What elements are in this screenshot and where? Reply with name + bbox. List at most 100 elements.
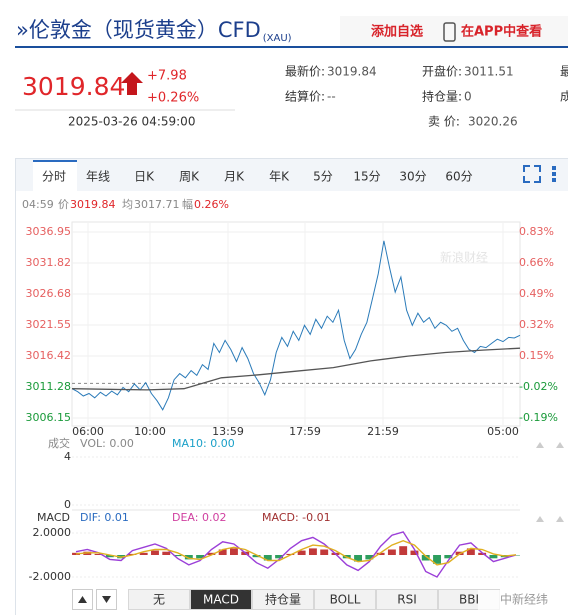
indicator-tab[interactable]: BBI (459, 593, 479, 607)
x-tick-label: 21:59 (367, 425, 399, 438)
y-tick-label: 3021.55 (26, 318, 72, 331)
panel-arrow (536, 516, 544, 522)
settings-icon[interactable] (552, 166, 556, 182)
y-tick-label: 3016.42 (26, 349, 72, 362)
macd-label: MACD (37, 511, 70, 524)
macd-bar (184, 555, 193, 560)
macd-bar (354, 555, 362, 562)
up-arrow (121, 72, 143, 95)
add-watchlist[interactable]: 添加自选 (371, 24, 423, 40)
period-tab[interactable]: 30分 (399, 170, 426, 184)
macd-bar (410, 550, 419, 555)
title: »伦敦金（现货黄金）CFD (16, 18, 261, 42)
active-tab-bg (33, 160, 77, 191)
price-line (71, 240, 521, 411)
y2-tick-label: 0.83% (519, 225, 554, 238)
macd-bar (433, 555, 441, 564)
indicator-tab[interactable]: MACD (203, 593, 239, 607)
macd-bar (94, 553, 103, 555)
macd-bar (376, 552, 385, 555)
x-tick-label: 10:00 (134, 425, 166, 438)
indicator-tab[interactable]: 持仓量 (265, 592, 301, 607)
macd-bar (478, 552, 487, 555)
title-code: (XAU) (263, 33, 292, 44)
indicator-tab-bg[interactable] (190, 589, 252, 610)
macd-bar (399, 546, 408, 555)
period-tab[interactable]: 日K (134, 170, 155, 184)
last-price: 3019.84 (22, 72, 125, 101)
macd-bar (173, 555, 182, 557)
macd-bar (297, 550, 306, 555)
macd-bar (218, 549, 227, 555)
watermark-bg (478, 590, 568, 610)
macd-bar (263, 555, 272, 561)
panel-arrow (536, 442, 544, 448)
up-glyph (78, 596, 87, 603)
y2-tick-label: -0.19% (519, 411, 558, 424)
stat-label: 成 (560, 90, 568, 104)
y2-tick-label: 0.15% (519, 349, 554, 362)
open-app[interactable]: 在APP中查看 (461, 24, 542, 40)
period-tab[interactable]: 60分 (445, 170, 472, 184)
x-tick-label: 05:00 (487, 425, 519, 438)
macd-bar (387, 549, 396, 555)
period-tab[interactable]: 5分 (313, 170, 333, 184)
period-tab[interactable]: 15分 (353, 170, 380, 184)
indicator-tab-bg[interactable] (128, 589, 190, 610)
info-amp-label: 幅 (182, 198, 193, 211)
dif-text: DIF: 0.01 (80, 511, 129, 524)
y-tick-label: 3011.28 (26, 380, 72, 393)
macd-bar (365, 555, 374, 560)
change-pct: +0.26% (147, 91, 199, 106)
chart-frame (15, 158, 568, 615)
y-tick-label: 3006.15 (26, 411, 72, 424)
info-avg: 3017.71 (134, 198, 180, 211)
stat-label: 卖 价: (428, 115, 460, 129)
info-price: 3019.84 (70, 198, 116, 211)
plot-area (71, 221, 521, 427)
stat-value: -- (327, 90, 336, 104)
macd-bar (151, 550, 159, 555)
macd-text: MACD: -0.01 (262, 511, 331, 524)
indicator-tab[interactable]: 无 (153, 593, 165, 607)
page-title: »伦敦金（现货黄金）CFD (XAU) (16, 18, 292, 44)
dea-text: DEA: 0.02 (172, 511, 226, 524)
indicator-tab[interactable]: BOLL (330, 593, 361, 607)
period-tab[interactable]: 周K (179, 170, 200, 184)
vol-label: 成交 (48, 436, 70, 450)
period-tab[interactable]: 分时 (42, 170, 66, 184)
period-tab[interactable]: 年线 (86, 170, 110, 184)
macd-bar (196, 555, 205, 559)
change: +7.98 (147, 69, 187, 84)
indicator-tab-bg[interactable] (376, 589, 438, 610)
vol-text: VOL: 0.00 (80, 437, 134, 450)
stat-label: 结算价: (285, 89, 325, 104)
stat-label: 最 (560, 65, 568, 79)
y-tick-label: 3036.95 (26, 225, 72, 238)
y2-tick-label: -0.02% (519, 380, 558, 393)
indicator-tab-bg[interactable] (314, 589, 376, 610)
stat-value: 3011.51 (464, 65, 514, 79)
vol-tick-label: 0 (64, 498, 71, 511)
panel-arrow (556, 516, 564, 522)
macd-bar (207, 552, 216, 555)
macd-bar (275, 555, 284, 559)
indicator-tab-bg[interactable] (252, 589, 314, 610)
macd-bar (252, 555, 261, 558)
macd-bar (320, 549, 329, 555)
fullscreen-icon[interactable] (523, 165, 541, 183)
down-glyph (102, 596, 111, 603)
y2-tick-label: 0.49% (519, 287, 554, 300)
dea-line (75, 539, 517, 566)
indicator-tab[interactable]: RSI (397, 593, 417, 607)
ma10-text: MA10: 0.00 (172, 437, 235, 450)
info-amp: 0.26% (194, 198, 229, 211)
period-tab[interactable]: 年K (269, 170, 290, 184)
period-tab[interactable]: 月K (224, 170, 245, 184)
macd-bar (162, 551, 171, 555)
watermark: 新浪财经 (440, 250, 488, 265)
y2-tick-label: 0.66% (519, 256, 554, 269)
